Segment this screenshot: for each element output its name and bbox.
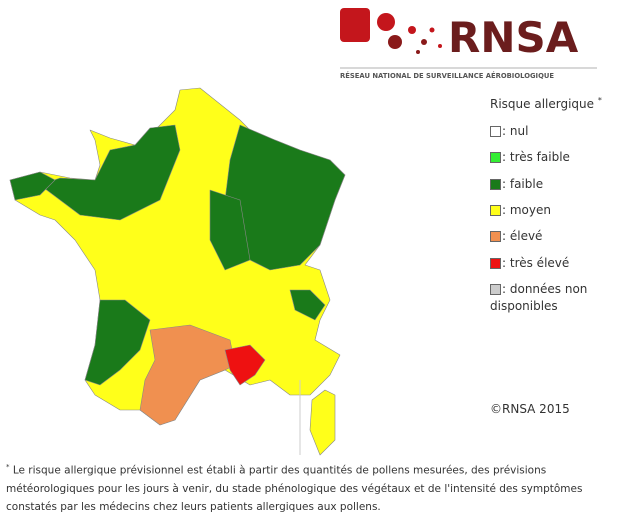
france-map (9, 87, 346, 456)
logo-graphic (340, 8, 442, 54)
legend-label: : données non disponibles (490, 281, 588, 313)
region (224, 344, 266, 386)
region (139, 324, 236, 426)
legend-label: : très élevé (502, 255, 570, 270)
legend-label: : très faible (502, 150, 570, 165)
footnote-text: Le risque allergique prévisionnel est ét… (6, 464, 583, 513)
legend-swatch (490, 152, 501, 164)
legend-item: : élevé (490, 228, 600, 245)
map: RNSA RÉSEAU NATIONAL DE SURVEILLANCE AÉR… (9, 8, 597, 456)
legend-swatch (490, 204, 501, 216)
legend-title: Risque allergique * (490, 96, 602, 111)
legend-label: : élevé (502, 229, 543, 244)
legend-swatch (490, 126, 501, 137)
corsica (309, 389, 336, 456)
logo-subtitle: RÉSEAU NATIONAL DE SURVEILLANCE AÉROBIOL… (340, 71, 554, 80)
legend-item: : nul (490, 123, 600, 140)
copyright: ©RNSA 2015 (490, 402, 570, 416)
region (84, 299, 151, 386)
legend-item: : moyen (490, 202, 600, 219)
legend-swatch (490, 178, 501, 190)
region (9, 171, 56, 201)
legend-label: : faible (502, 176, 544, 191)
legend-swatch (490, 257, 501, 269)
legend-item: : très faible (490, 149, 600, 166)
legend-label: : moyen (502, 202, 551, 217)
region (289, 289, 326, 321)
legend-swatch (490, 283, 501, 295)
legend-label: : nul (502, 124, 529, 138)
region (209, 189, 251, 271)
region (39, 124, 181, 221)
logo-name: RNSA (448, 13, 579, 62)
footnote: * Le risque allergique prévisionnel est … (6, 458, 624, 516)
legend-swatch (490, 231, 501, 243)
note-mark: * (597, 96, 602, 105)
legend-item: : faible (490, 176, 600, 193)
legend-title-text: Risque allergique (490, 97, 595, 111)
legend-item: : données non disponibles (490, 281, 600, 315)
note-mark: * (6, 463, 10, 471)
legend-item: : très élevé (490, 255, 600, 272)
